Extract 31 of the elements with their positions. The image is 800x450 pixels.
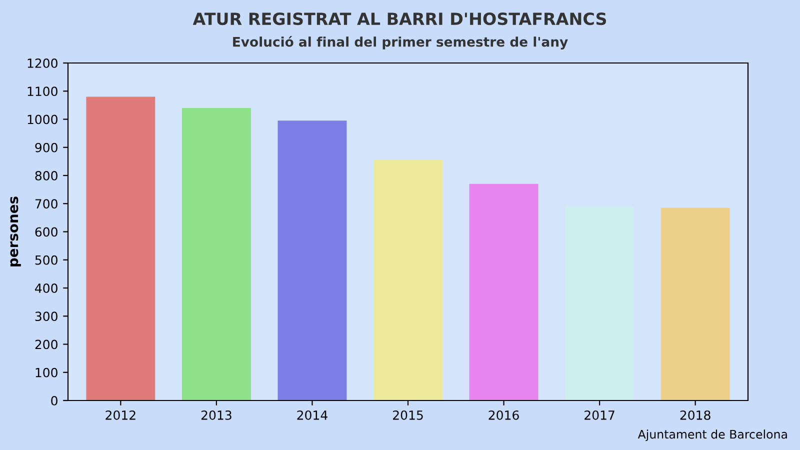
x-tick-label: 2014 bbox=[297, 410, 328, 420]
bar bbox=[86, 96, 156, 400]
y-axis-title: persones bbox=[10, 196, 21, 266]
y-tick-label: 900 bbox=[35, 142, 58, 152]
y-tick-label: 700 bbox=[35, 199, 58, 209]
x-tick-label: 2018 bbox=[680, 410, 710, 420]
y-tick-label: 600 bbox=[35, 227, 58, 237]
bar bbox=[565, 206, 634, 400]
chart-title: ATUR REGISTRAT AL BARRI D'HOSTAFRANCS bbox=[192, 12, 606, 26]
x-tick-label: 2016 bbox=[488, 410, 519, 420]
x-tick-label: 2017 bbox=[584, 410, 614, 420]
y-tick-label: 400 bbox=[35, 283, 58, 293]
y-tick-label: 1200 bbox=[28, 58, 58, 68]
y-tick-label: 100 bbox=[36, 368, 58, 378]
bar bbox=[660, 208, 730, 400]
y-tick-label: 300 bbox=[35, 312, 58, 322]
y-tick-label: 1000 bbox=[28, 114, 58, 124]
bar bbox=[278, 120, 347, 400]
x-tick-label: 2015 bbox=[393, 410, 423, 420]
x-tick-label: 2012 bbox=[106, 410, 136, 420]
chart-subtitle: Evolució al final del primer semestre de l'any bbox=[233, 36, 568, 50]
bar bbox=[182, 108, 251, 400]
y-tick-label: 500 bbox=[35, 255, 58, 265]
x-tick-label: 2013 bbox=[201, 410, 232, 420]
y-tick-label: 1100 bbox=[28, 86, 58, 96]
bar bbox=[374, 160, 442, 400]
y-tick-label: 800 bbox=[35, 170, 58, 180]
text: Ajuntament de Barcelona bbox=[638, 430, 787, 441]
y-tick-label: 200 bbox=[35, 340, 58, 350]
y-tick-label: 0 bbox=[51, 396, 58, 406]
bar bbox=[469, 184, 538, 400]
